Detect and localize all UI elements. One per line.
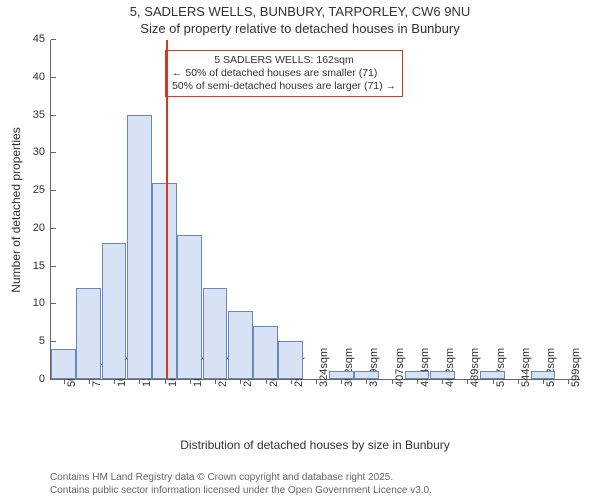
x-tick-label: 407sqm [394, 348, 406, 387]
x-tick-mark [291, 379, 292, 384]
x-tick-label: 544sqm [520, 348, 532, 387]
x-tick-label: 599sqm [570, 348, 582, 387]
y-tick: 40 [33, 71, 51, 83]
x-tick-mark [89, 379, 90, 384]
x-tick-mark [190, 379, 191, 384]
x-tick-mark [417, 379, 418, 384]
histogram-bar [51, 349, 76, 379]
x-tick-mark [215, 379, 216, 384]
x-tick-mark [493, 379, 494, 384]
histogram-bar [127, 115, 152, 379]
x-tick-mark [392, 379, 393, 384]
histogram-bar [430, 371, 455, 379]
histogram-bar [177, 235, 202, 379]
y-axis-label: Number of detached properties [9, 127, 23, 292]
x-tick-mark [165, 379, 166, 384]
histogram-bar [405, 371, 430, 379]
x-tick-mark [114, 379, 115, 384]
x-tick-label: 434sqm [419, 348, 431, 387]
x-tick-mark [64, 379, 65, 384]
x-tick-mark [543, 379, 544, 384]
x-tick-label: 462sqm [444, 348, 456, 387]
x-tick-label: 489sqm [469, 348, 481, 387]
annotation-line2: ← 50% of detached houses are smaller (71… [172, 67, 396, 80]
annotation-box: 5 SADLERS WELLS: 162sqm← 50% of detached… [165, 50, 403, 97]
histogram-bar [531, 371, 556, 379]
chart-title-line2: Size of property relative to detached ho… [0, 21, 600, 38]
footer-line2: Contains public sector information licen… [50, 484, 432, 497]
y-tick: 0 [39, 373, 51, 385]
footer-line1: Contains HM Land Registry data © Crown c… [50, 471, 393, 484]
histogram-bar [228, 311, 253, 379]
histogram-bar [76, 288, 101, 379]
y-tick: 25 [33, 184, 51, 196]
x-tick-label: 379sqm [368, 348, 380, 387]
x-tick-label: 352sqm [343, 348, 355, 387]
plot-area: 05101520253035404550sqm77sqm105sqm132sqm… [50, 40, 580, 380]
histogram-bar [329, 371, 354, 379]
y-tick: 15 [33, 260, 51, 272]
histogram-bar [480, 371, 505, 379]
annotation-line3: 50% of semi-detached houses are larger (… [172, 80, 396, 93]
histogram-bar [354, 371, 379, 379]
y-tick: 20 [33, 222, 51, 234]
annotation-line1: 5 SADLERS WELLS: 162sqm [172, 54, 396, 67]
chart-title-line1: 5, SADLERS WELLS, BUNBURY, TARPORLEY, CW… [0, 0, 600, 21]
x-tick-label: 517sqm [495, 348, 507, 387]
histogram-bar [102, 243, 127, 379]
y-tick: 35 [33, 109, 51, 121]
x-tick-mark [266, 379, 267, 384]
histogram-bar [278, 341, 303, 379]
x-tick-label: 572sqm [545, 348, 557, 387]
y-tick: 45 [33, 33, 51, 45]
x-axis-label: Distribution of detached houses by size … [180, 438, 450, 452]
x-tick-mark [518, 379, 519, 384]
histogram-bar [253, 326, 278, 379]
chart-container: 5, SADLERS WELLS, BUNBURY, TARPORLEY, CW… [0, 0, 600, 500]
x-tick-label: 324sqm [318, 348, 330, 387]
histogram-bar [152, 183, 177, 379]
y-tick: 5 [39, 335, 51, 347]
x-tick-mark [316, 379, 317, 384]
y-tick: 30 [33, 146, 51, 158]
y-tick: 10 [33, 297, 51, 309]
histogram-bar [203, 288, 228, 379]
